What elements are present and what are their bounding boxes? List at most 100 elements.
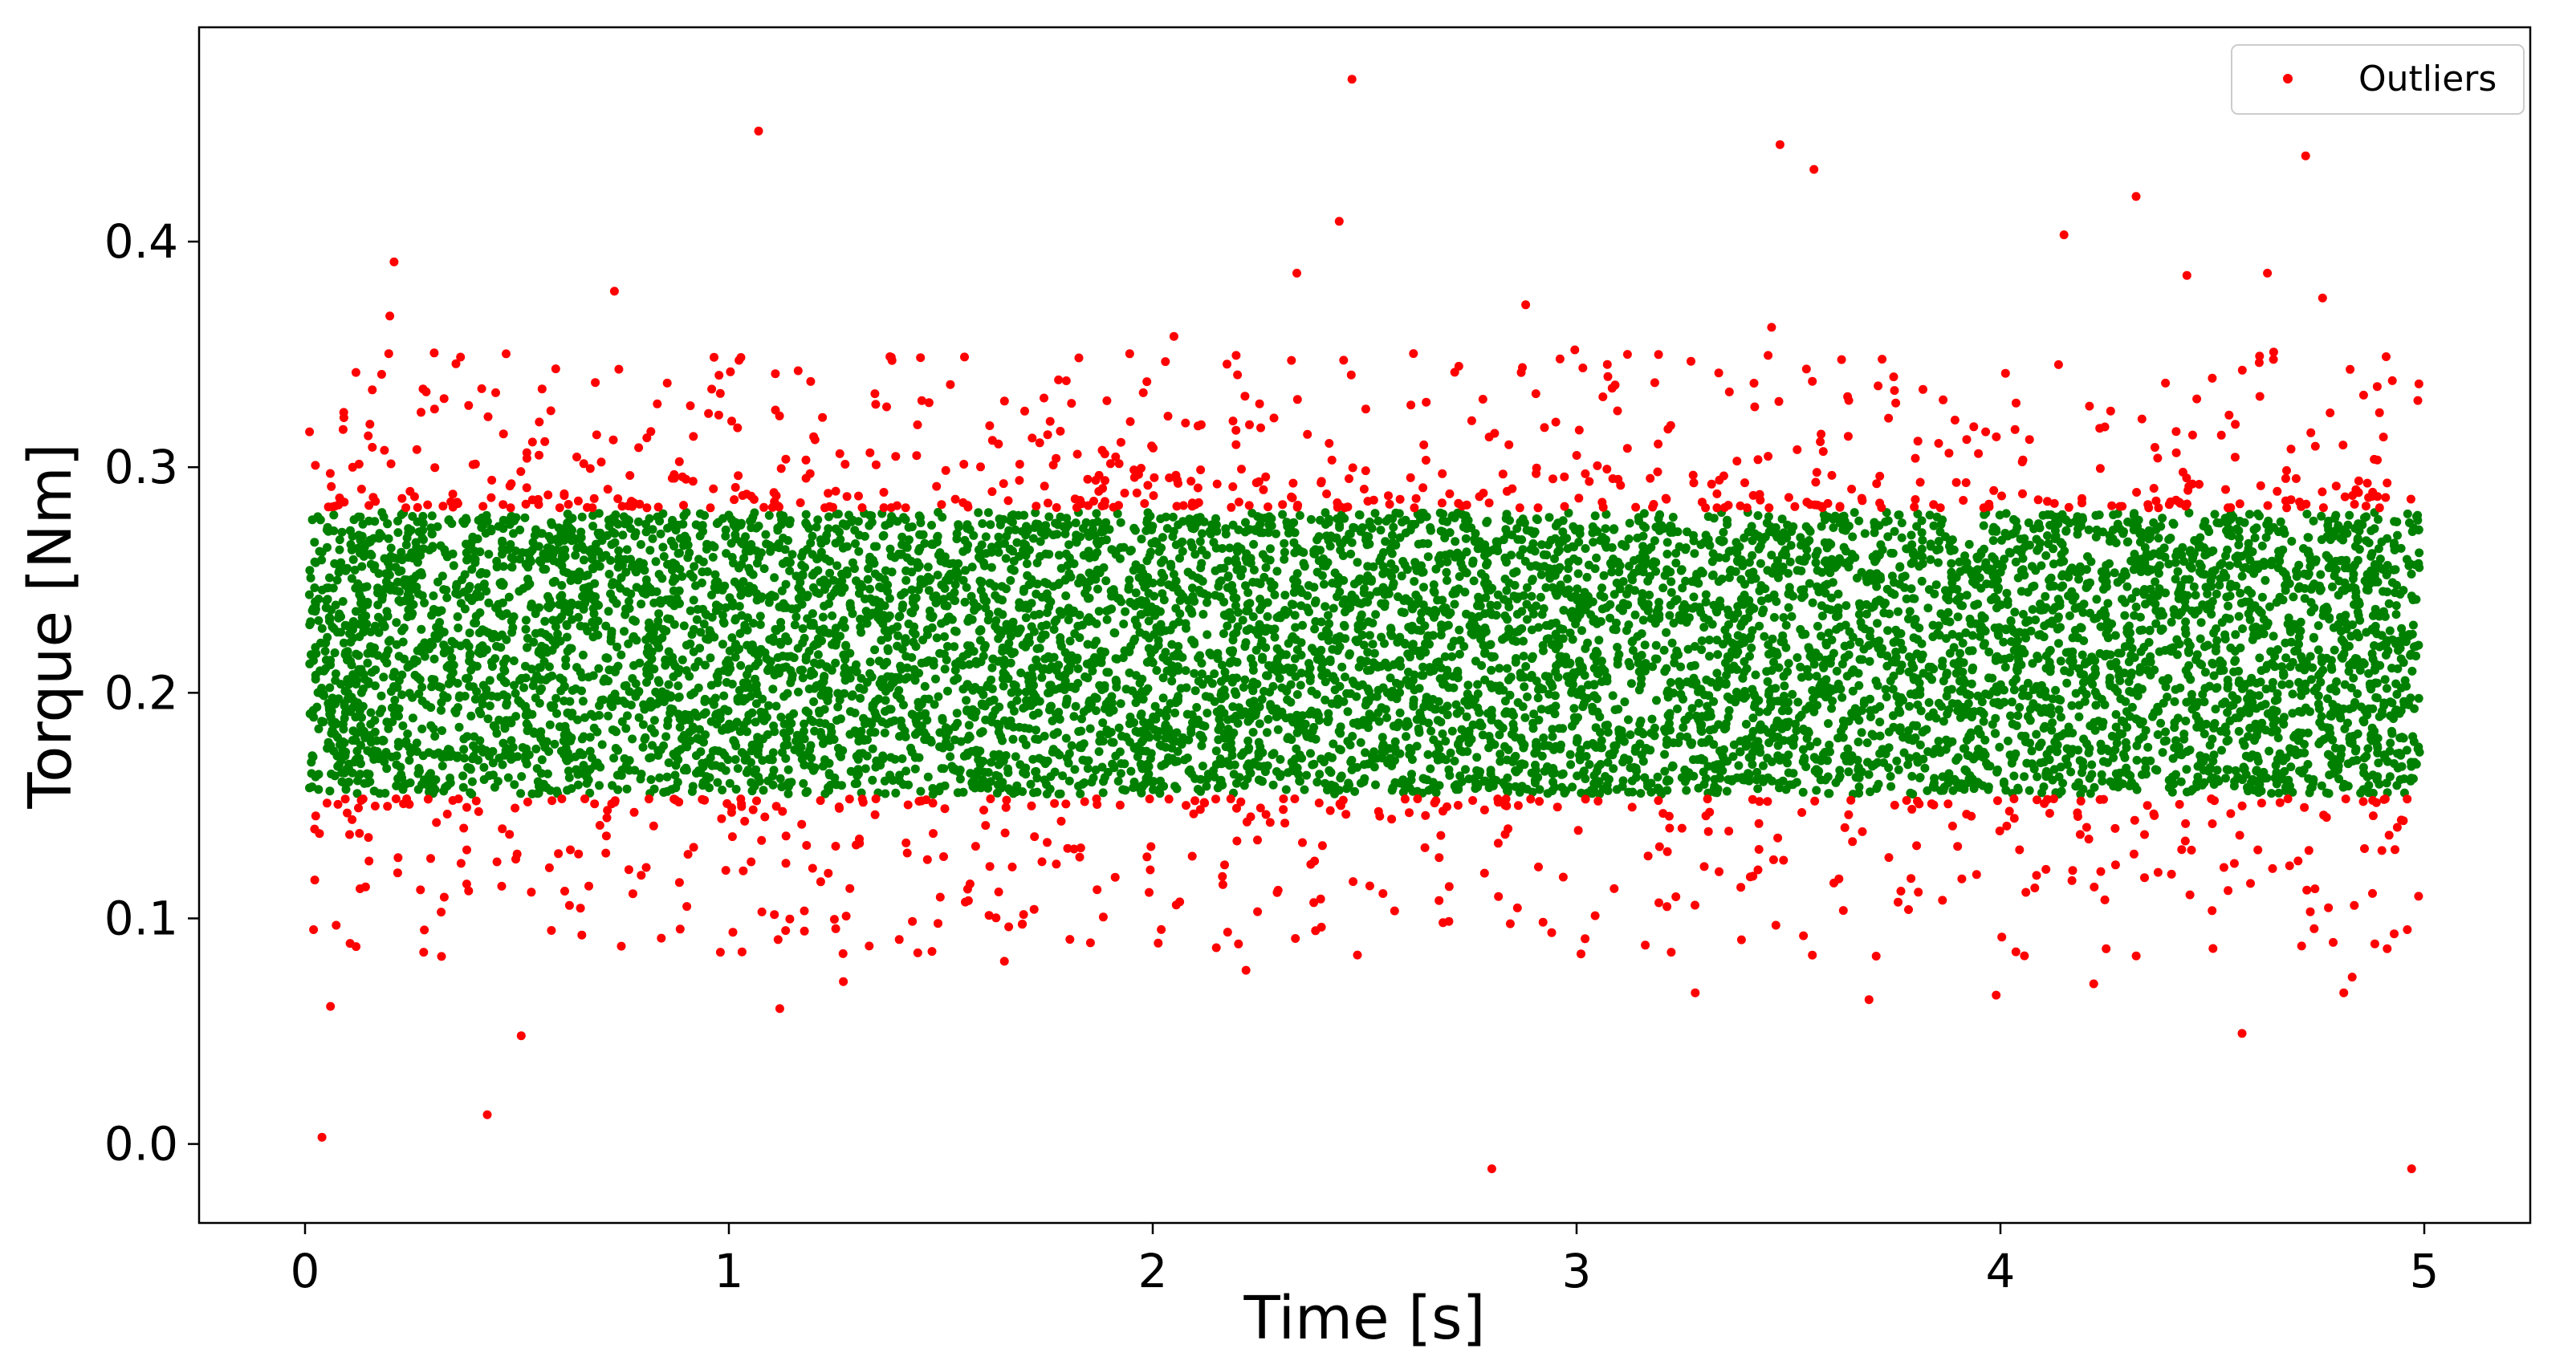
- inlier-point: [1241, 518, 1250, 527]
- inlier-point: [1724, 705, 1734, 715]
- inlier-point: [2271, 761, 2281, 770]
- inlier-point: [1198, 762, 1207, 771]
- inlier-point: [1854, 737, 1863, 747]
- inlier-point: [1760, 632, 1769, 641]
- inlier-point: [317, 717, 327, 726]
- inlier-point: [503, 545, 513, 555]
- inlier-point: [979, 652, 988, 661]
- inlier-point: [595, 781, 604, 790]
- inlier-point: [2413, 744, 2423, 754]
- inlier-point: [747, 786, 757, 796]
- inlier-point: [2164, 559, 2174, 569]
- inlier-point: [597, 740, 607, 749]
- inlier-point: [1487, 665, 1496, 675]
- inlier-point: [1462, 609, 1471, 619]
- inlier-point: [1795, 555, 1805, 565]
- inlier-point: [2065, 611, 2074, 620]
- inlier-point: [1056, 672, 1066, 681]
- inlier-point: [1992, 525, 2000, 534]
- inlier-point: [907, 585, 917, 595]
- inlier-point: [1907, 771, 1917, 781]
- inlier-point: [881, 696, 890, 705]
- inlier-point: [429, 591, 438, 600]
- inlier-point: [488, 662, 497, 671]
- inlier-point: [2285, 680, 2294, 689]
- inlier-point: [1601, 542, 1611, 552]
- inlier-point: [1854, 789, 1864, 798]
- inlier-point: [451, 588, 461, 598]
- inlier-point: [1111, 654, 1121, 664]
- inlier-point: [999, 681, 1008, 691]
- inlier-point: [1520, 518, 1529, 528]
- inlier-point: [1894, 607, 1902, 616]
- inlier-point: [1712, 668, 1722, 678]
- inlier-point: [1798, 745, 1808, 754]
- inlier-point: [1498, 723, 1508, 733]
- inlier-point: [2383, 587, 2392, 597]
- inlier-point: [1440, 533, 1450, 542]
- inlier-point: [2152, 766, 2162, 775]
- inlier-point: [1496, 749, 1505, 759]
- inlier-point: [1522, 615, 1532, 624]
- inlier-point: [1854, 716, 1864, 725]
- inlier-point: [924, 586, 934, 595]
- inlier-point: [343, 647, 352, 656]
- inlier-point: [813, 515, 823, 525]
- inlier-point: [498, 598, 507, 607]
- inlier-point: [915, 513, 925, 522]
- inlier-point: [2309, 516, 2318, 526]
- inlier-point: [1934, 737, 1943, 746]
- inlier-point: [2196, 634, 2205, 644]
- inlier-point: [2175, 683, 2185, 693]
- inlier-point: [1195, 537, 1205, 546]
- inlier-point: [2215, 580, 2224, 590]
- inlier-point: [856, 614, 865, 624]
- inlier-point: [314, 724, 324, 733]
- inlier-point: [331, 669, 340, 679]
- inlier-point: [779, 719, 789, 729]
- inlier-point: [1918, 535, 1927, 545]
- inlier-point: [1389, 522, 1398, 532]
- inlier-point: [466, 765, 475, 774]
- inlier-point: [961, 566, 971, 575]
- inlier-point: [1845, 627, 1854, 636]
- inlier-point: [751, 523, 761, 533]
- inlier-point: [436, 541, 446, 550]
- inlier-point: [686, 606, 695, 615]
- inlier-point: [489, 770, 498, 780]
- inlier-point: [433, 577, 442, 587]
- inlier-point: [488, 758, 498, 768]
- inlier-point: [1724, 573, 1734, 583]
- inlier-point: [1947, 578, 1957, 587]
- inlier-point: [509, 529, 518, 538]
- inlier-point: [1987, 595, 1996, 604]
- inlier-point: [2028, 605, 2037, 614]
- inlier-point: [764, 510, 774, 520]
- inlier-point: [454, 624, 463, 632]
- inlier-point: [733, 764, 743, 774]
- inlier-point: [628, 734, 637, 744]
- inlier-point: [831, 658, 840, 668]
- inlier-point: [2059, 556, 2069, 566]
- inlier-point: [1114, 723, 1124, 733]
- inlier-point: [1999, 637, 2008, 647]
- inlier-point: [1701, 590, 1711, 599]
- inlier-point: [713, 778, 722, 787]
- inlier-point: [710, 570, 720, 579]
- inlier-point: [1888, 711, 1898, 721]
- inlier-point: [904, 780, 914, 790]
- inlier-point: [699, 620, 709, 629]
- inlier-point: [1325, 619, 1334, 628]
- inlier-point: [954, 520, 963, 530]
- inlier-point: [744, 563, 754, 573]
- inlier-point: [2288, 689, 2297, 699]
- inlier-point: [835, 527, 844, 537]
- inlier-point: [696, 628, 706, 637]
- inlier-point: [901, 575, 911, 585]
- inlier-point: [967, 563, 977, 572]
- inlier-point: [1353, 558, 1362, 567]
- inlier-point: [1628, 787, 1638, 797]
- inlier-point: [1203, 630, 1212, 640]
- inlier-point: [1697, 645, 1707, 655]
- inlier-point: [1260, 572, 1269, 582]
